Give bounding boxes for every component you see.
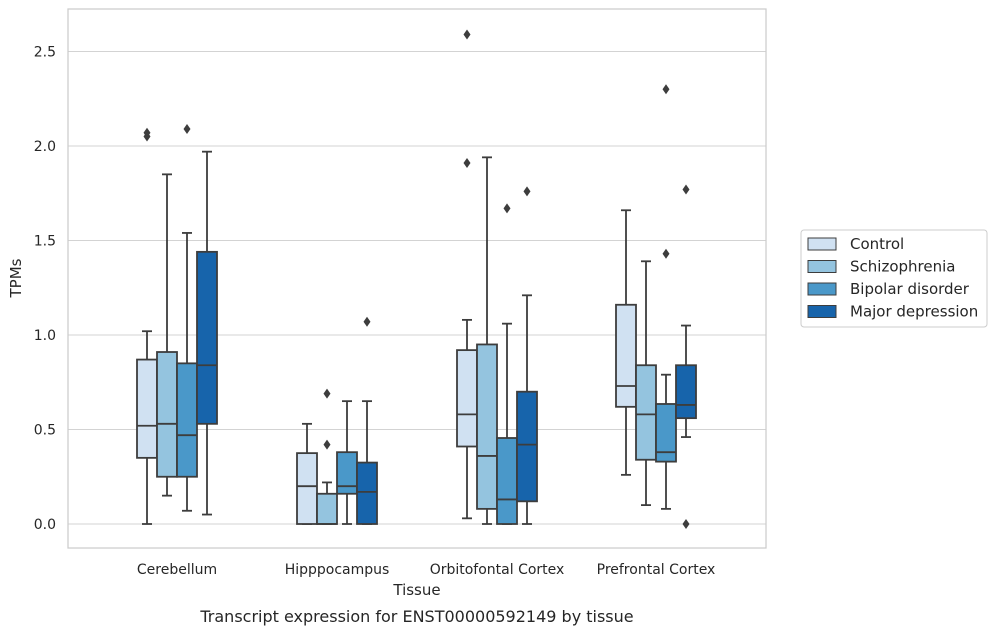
- outlier-marker: [503, 203, 511, 214]
- box: [196, 250, 218, 425]
- chart-caption: Transcript expression for ENST0000059214…: [199, 607, 633, 626]
- box-plot: [655, 84, 677, 510]
- box-plot: [675, 184, 697, 529]
- outlier-marker: [183, 123, 191, 134]
- box-plot: [296, 422, 318, 525]
- box-plot: [476, 156, 498, 525]
- box: [675, 364, 697, 420]
- x-tick-labels: Cerebellum Hipppocampus Orbitofontal Corte…: [137, 562, 715, 578]
- outlier-marker: [363, 316, 371, 327]
- box: [476, 343, 498, 510]
- legend-label: Schizophrenia: [850, 258, 955, 276]
- box: [356, 461, 378, 525]
- box-plot: [635, 260, 657, 507]
- outlier-marker: [523, 186, 531, 197]
- legend-frame: [800, 229, 988, 328]
- x-axis-label: Tissue: [392, 581, 440, 599]
- box: [516, 390, 538, 503]
- y-axis-label: TPMs: [7, 258, 25, 298]
- outlier-marker: [323, 439, 331, 450]
- box: [156, 351, 178, 478]
- x-tick-label: Orbitofontal Cortex: [430, 562, 565, 578]
- box-plot: [516, 186, 538, 525]
- y-tick-label: 1.5: [34, 234, 56, 250]
- legend-label: Major depression: [850, 303, 978, 321]
- box-plot: [356, 316, 378, 525]
- outlier-marker: [463, 158, 471, 169]
- box-plot: [496, 203, 518, 525]
- legend-swatch: [807, 237, 837, 251]
- y-tick-label: 1.0: [34, 328, 56, 344]
- outlier-marker: [682, 184, 690, 195]
- box: [176, 362, 198, 478]
- legend: Control Schizophrenia Bipolar disorder Majo…: [800, 229, 988, 328]
- box: [456, 349, 478, 448]
- y-tick-label: 2.5: [34, 45, 56, 61]
- box-plot: [456, 29, 478, 520]
- outlier-marker: [682, 519, 690, 529]
- plot-frame: [67, 8, 767, 549]
- box-plot: [336, 400, 358, 525]
- outlier-marker: [323, 388, 331, 399]
- box-plot: [615, 209, 637, 476]
- box: [136, 358, 158, 459]
- y-tick-labels: 0.0 0.5 1.0 1.5 2.0 2.5: [34, 45, 56, 534]
- outlier-marker: [662, 84, 670, 95]
- x-tick-label: Cerebellum: [137, 562, 217, 578]
- box: [336, 451, 358, 495]
- box-plot: [176, 123, 198, 512]
- legend-swatch: [807, 282, 837, 296]
- legend-entries: Control Schizophrenia Bipolar disorder Majo…: [807, 235, 978, 321]
- x-tick-label: Hipppocampus: [285, 562, 390, 578]
- box-plot: [136, 127, 158, 525]
- box-groups: [136, 29, 697, 529]
- box: [496, 437, 518, 525]
- y-tick-label: 0.0: [34, 517, 56, 533]
- box: [316, 492, 338, 525]
- box: [296, 452, 318, 525]
- outlier-marker: [463, 29, 471, 40]
- box-plot: [156, 173, 178, 497]
- legend-swatch: [807, 260, 837, 273]
- box-plot: [316, 388, 338, 525]
- box: [655, 403, 677, 463]
- y-tick-label: 2.0: [34, 139, 56, 155]
- legend-swatch: [807, 305, 837, 318]
- legend-label: Control: [850, 235, 904, 253]
- outlier-marker: [143, 127, 151, 138]
- legend-label: Bipolar disorder: [850, 280, 970, 298]
- box-plot: [196, 150, 218, 516]
- box: [615, 303, 637, 408]
- outlier-marker: [662, 248, 670, 259]
- y-tick-label: 0.5: [34, 423, 56, 439]
- x-tick-label: Prefrontal Cortex: [597, 562, 716, 578]
- box: [635, 364, 657, 461]
